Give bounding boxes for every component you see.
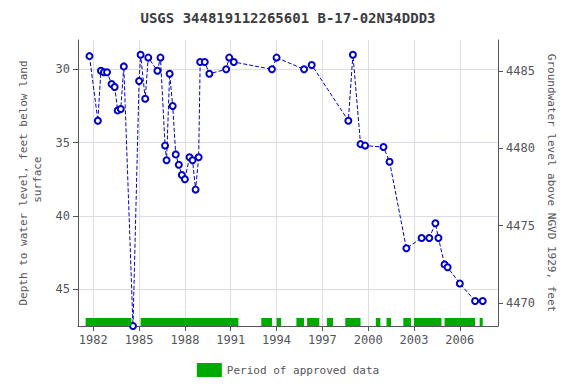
svg-text:USGS 344819112265601 B-17-02N3: USGS 344819112265601 B-17-02N34DDD3 [140,10,435,26]
svg-text:45: 45 [56,282,70,296]
svg-text:1985: 1985 [125,333,154,347]
svg-text:Depth to water level, feet bel: Depth to water level, feet below land [17,60,30,305]
svg-text:Period of approved data: Period of approved data [227,364,379,377]
svg-text:2003: 2003 [400,333,429,347]
svg-text:4475: 4475 [506,219,535,233]
svg-text:4485: 4485 [506,64,535,78]
svg-text:2000: 2000 [354,333,383,347]
svg-text:1994: 1994 [262,333,291,347]
svg-text:Groundwater level above NGVD 1: Groundwater level above NGVD 1929, feet [545,54,558,312]
svg-text:4470: 4470 [506,296,535,310]
svg-text:surface: surface [31,157,44,210]
svg-text:4480: 4480 [506,141,535,155]
svg-text:1991: 1991 [216,333,245,347]
svg-text:35: 35 [56,136,70,150]
svg-text:40: 40 [56,209,70,223]
svg-text:1982: 1982 [79,333,108,347]
svg-text:1997: 1997 [308,333,337,347]
svg-text:30: 30 [56,62,70,76]
svg-text:1988: 1988 [170,333,199,347]
svg-text:2006: 2006 [445,333,474,347]
